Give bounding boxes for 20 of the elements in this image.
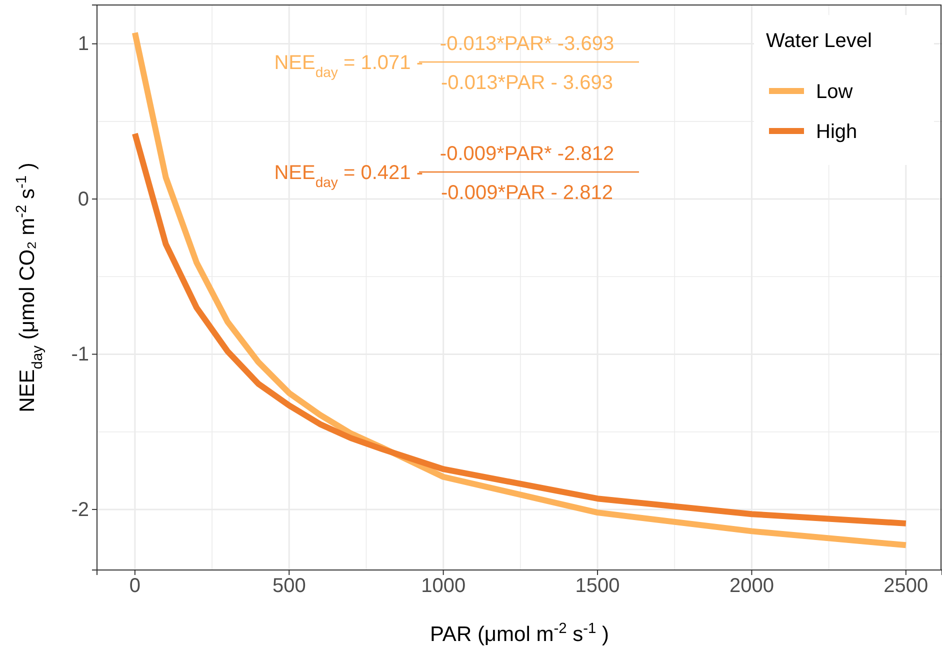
x-axis-title: PAR (μmol m$^{-2}$ s$^{-1}$ ) xyxy=(430,621,610,646)
x-tick-label: 0 xyxy=(129,575,140,598)
legend-label: High xyxy=(816,121,858,143)
x-tick-label: 2500 xyxy=(884,575,928,598)
y-tick-label: 0 xyxy=(78,188,89,210)
annotation: -0.013*PAR* -3.693 xyxy=(440,33,614,55)
y-tick-label: -2 xyxy=(71,498,89,521)
x-tick-label: 2000 xyxy=(729,575,774,598)
legend-label: Low xyxy=(816,81,854,103)
x-tick-label: 500 xyxy=(272,575,306,598)
annotation: NEE$_{day}$ = 0.421 - xyxy=(274,162,423,190)
y-tick-label: -1 xyxy=(71,344,89,366)
y-tick-label: 1 xyxy=(78,33,89,56)
annotation: -0.013*PAR - 3.693 xyxy=(441,72,613,94)
annotation: NEE$_{day}$ = 1.071 - xyxy=(274,52,423,80)
annotation: -0.009*PAR* -2.812 xyxy=(440,143,614,165)
annotation: -0.009*PAR - 2.812 xyxy=(441,182,613,204)
x-tick-label: 1500 xyxy=(575,575,620,598)
legend-title: Water Level xyxy=(766,30,872,52)
x-tick-label: 1000 xyxy=(421,575,466,598)
